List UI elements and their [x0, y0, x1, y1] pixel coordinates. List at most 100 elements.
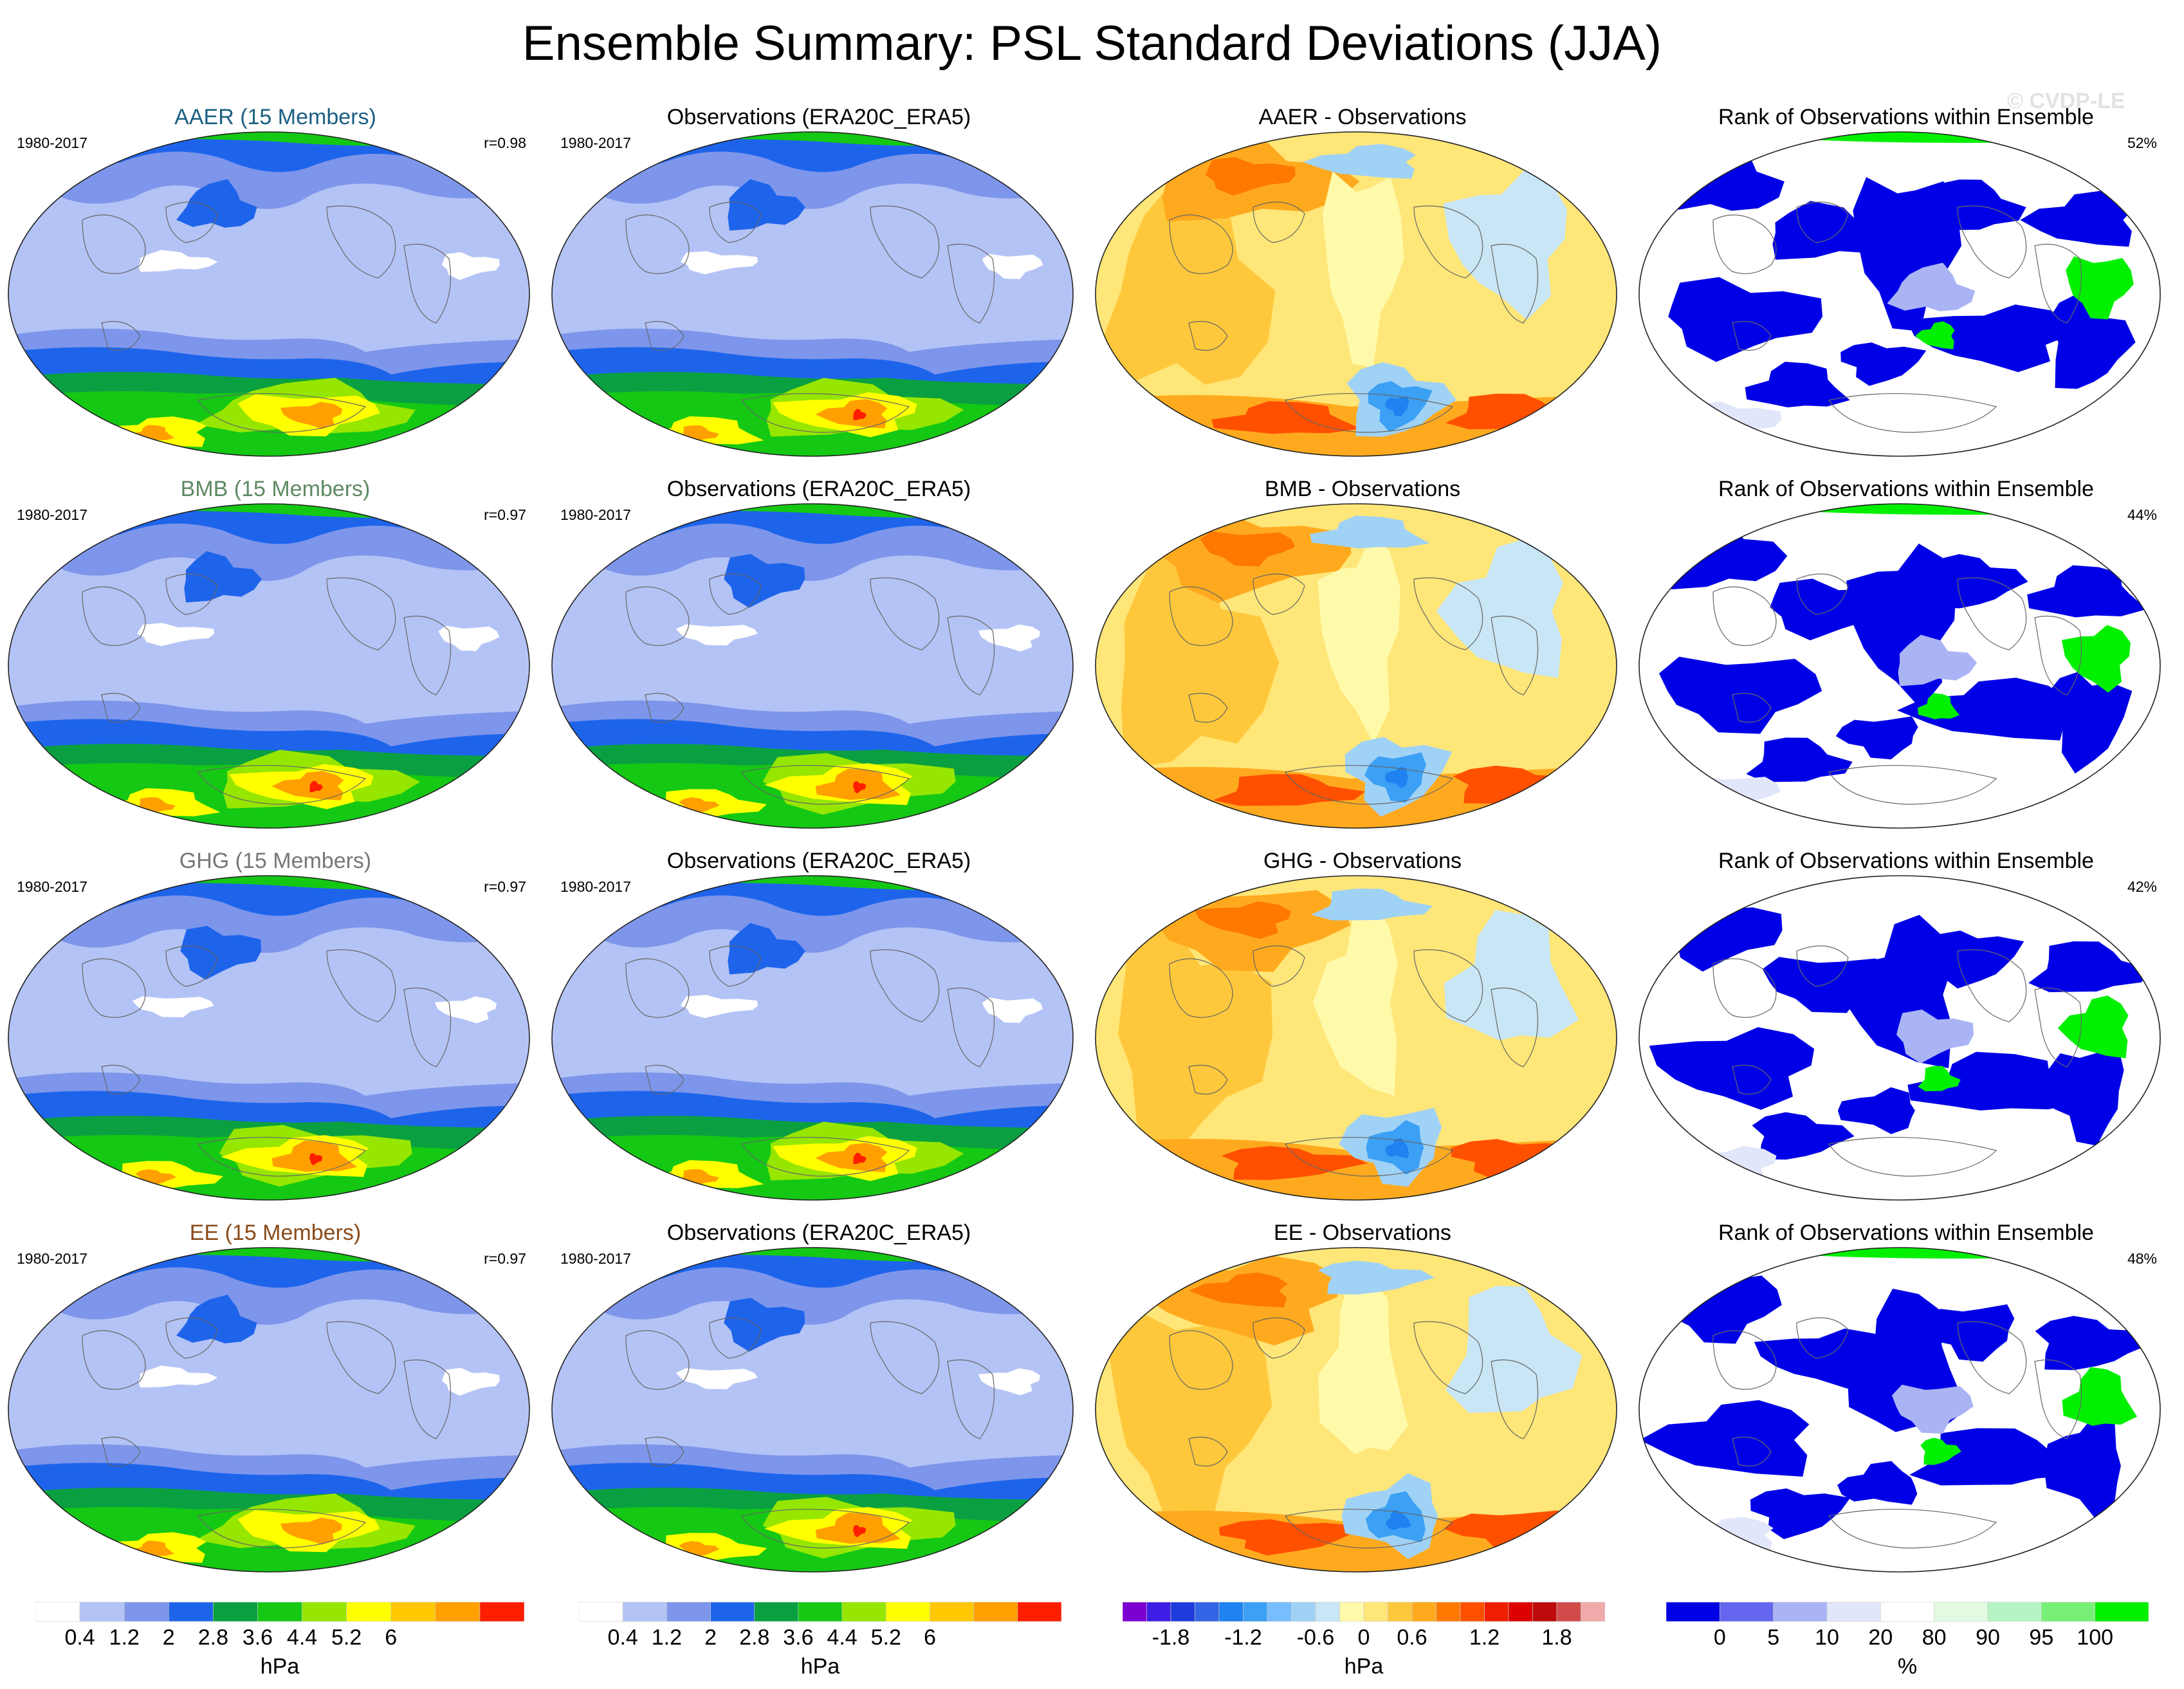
coastline: [1188, 1064, 1228, 1095]
map-outline: [1638, 131, 2161, 457]
panel-title: EE - Observations: [1274, 1221, 1451, 1245]
colorbar-swatch: [1556, 1601, 1581, 1622]
colorbar-tick-label: 3.6: [243, 1625, 273, 1650]
panel-rank-row-4: Rank of Observations within Ensemble 48%: [1636, 1220, 2176, 1580]
robinson-map: [8, 875, 530, 1201]
colorbar-tick-label: 80: [1922, 1625, 1947, 1650]
map-outline: [1638, 1247, 2161, 1573]
coastline: [1712, 1330, 1777, 1390]
field-cell: [1323, 171, 1404, 368]
colorbar-swatch: [973, 1601, 1018, 1622]
panel-diff-row-3: GHG - Observations: [1092, 848, 1633, 1208]
coastline: [1188, 692, 1228, 723]
robinson-map: [551, 1247, 1074, 1573]
coastline: [165, 201, 218, 243]
panel-title: BMB - Observations: [1264, 477, 1461, 501]
field-cell: [1897, 678, 2067, 741]
field-cell: [1923, 930, 2024, 989]
colorbar-swatch: [390, 1601, 436, 1622]
coastline: [1732, 320, 1772, 351]
panel-stat: 52%: [2127, 134, 2157, 151]
coastline: [870, 1321, 940, 1394]
colorbar-swatch: [841, 1601, 886, 1622]
colorbar-swatches: -1.8 -1.2 -0.6 0 0.6 1.2 1.8: [1123, 1601, 1605, 1650]
field-cell: [1310, 515, 1430, 549]
robinson-map: [8, 1247, 530, 1573]
colorbar-difference: -1.8 -1.2 -0.6 0 0.6 1.2 1.8 hPa: [1123, 1601, 1605, 1684]
robinson-map: [551, 131, 1074, 457]
field-cell: [1898, 634, 1978, 687]
colorbar-swatch: [1581, 1601, 1605, 1622]
coastline: [741, 764, 910, 805]
coastline: [1957, 577, 2027, 651]
field-cell: [180, 926, 262, 980]
colorbar-swatch: [754, 1601, 799, 1622]
colorbar-swatch: [2095, 1601, 2149, 1622]
coastline: [1413, 205, 1483, 279]
field-cell: [1101, 438, 1179, 456]
colorbar-swatch: [1508, 1601, 1533, 1622]
panel-title: Observations (ERA20C_ERA5): [666, 477, 971, 501]
field-cell: [1906, 304, 2072, 373]
colorbar-unit: hPa: [1344, 1654, 1384, 1679]
colorbar-tick-label: 1.8: [1541, 1625, 1572, 1650]
coastline: [741, 392, 910, 433]
field-cell: [184, 551, 262, 603]
panel-period: 1980-2017: [560, 1250, 631, 1267]
colorbar-stddev-obs: 0.4 1.2 2 2.8 3.6 4.4 5.2 6 hPa: [579, 1601, 1061, 1684]
coastline: [1253, 201, 1305, 243]
coastline: [1732, 1064, 1772, 1095]
coastline: [197, 392, 367, 433]
panel-title: Rank of Observations within Ensemble: [1718, 105, 2094, 129]
panel-stat: r=0.97: [484, 1250, 526, 1267]
colorbar-swatch: [1218, 1601, 1243, 1622]
colorbar-swatch: [168, 1601, 214, 1622]
field-cell: [1837, 1087, 1915, 1134]
colorbar-tick-label: 0.4: [608, 1625, 638, 1650]
colorbar-swatch: [1880, 1601, 1934, 1622]
coastline: [82, 1330, 146, 1390]
panel-title: BMB (15 Members): [180, 477, 371, 501]
coastline: [82, 214, 146, 274]
panel-period: 1980-2017: [17, 506, 87, 523]
coastline: [947, 243, 995, 324]
colorbar-tick-label: 2: [163, 1625, 175, 1650]
field-cell: [1915, 321, 1955, 349]
field-cell: [1311, 889, 1433, 921]
colorbar-swatch: [1123, 1601, 1147, 1622]
colorbar-swatches: 0.4 1.2 2 2.8 3.6 4.4 5.2 6: [35, 1601, 524, 1650]
coastline: [1712, 214, 1777, 274]
colorbar-rank: 0 5 10 20 80 90 95 100 %: [1666, 1601, 2149, 1684]
colorbar-swatch: [1363, 1601, 1388, 1622]
map-outline: [551, 131, 1074, 457]
field-cell: [441, 252, 500, 281]
colorbar-tick-label: 0: [1714, 1625, 1726, 1650]
coastline: [1169, 1330, 1233, 1390]
field-cell: [978, 1368, 1040, 1396]
field-cell: [1659, 656, 1822, 734]
field-cell: [1099, 162, 1276, 385]
field-cell: [1918, 1066, 1961, 1091]
field-cell: [1218, 1519, 1363, 1556]
colorbar-tick-label: -1.8: [1152, 1625, 1190, 1650]
field-cell: [1211, 401, 1362, 434]
panel-period: 1980-2017: [17, 878, 87, 895]
coastline: [1957, 205, 2027, 279]
field-cell: [1221, 1146, 1368, 1180]
coastline: [403, 1359, 452, 1439]
colorbar-swatch: [1339, 1601, 1364, 1622]
field-cell: [852, 1525, 866, 1538]
coastline: [947, 1359, 995, 1439]
panel-ensemble-row-2: BMB (15 Members) 1980-2017 r=0.97: [5, 476, 546, 836]
field-cell: [1668, 277, 1823, 362]
coastline: [1796, 1317, 1849, 1359]
field-cell: [1205, 157, 1296, 196]
field-cell: [280, 401, 342, 429]
coastline: [947, 615, 995, 696]
coastline: [165, 945, 218, 987]
colorbar-swatches: 0.4 1.2 2 2.8 3.6 4.4 5.2 6: [579, 1601, 1061, 1650]
colorbar-swatch: [1017, 1601, 1061, 1622]
coastline: [625, 958, 690, 1018]
coastline: [1413, 949, 1483, 1022]
coastline: [197, 1136, 367, 1177]
